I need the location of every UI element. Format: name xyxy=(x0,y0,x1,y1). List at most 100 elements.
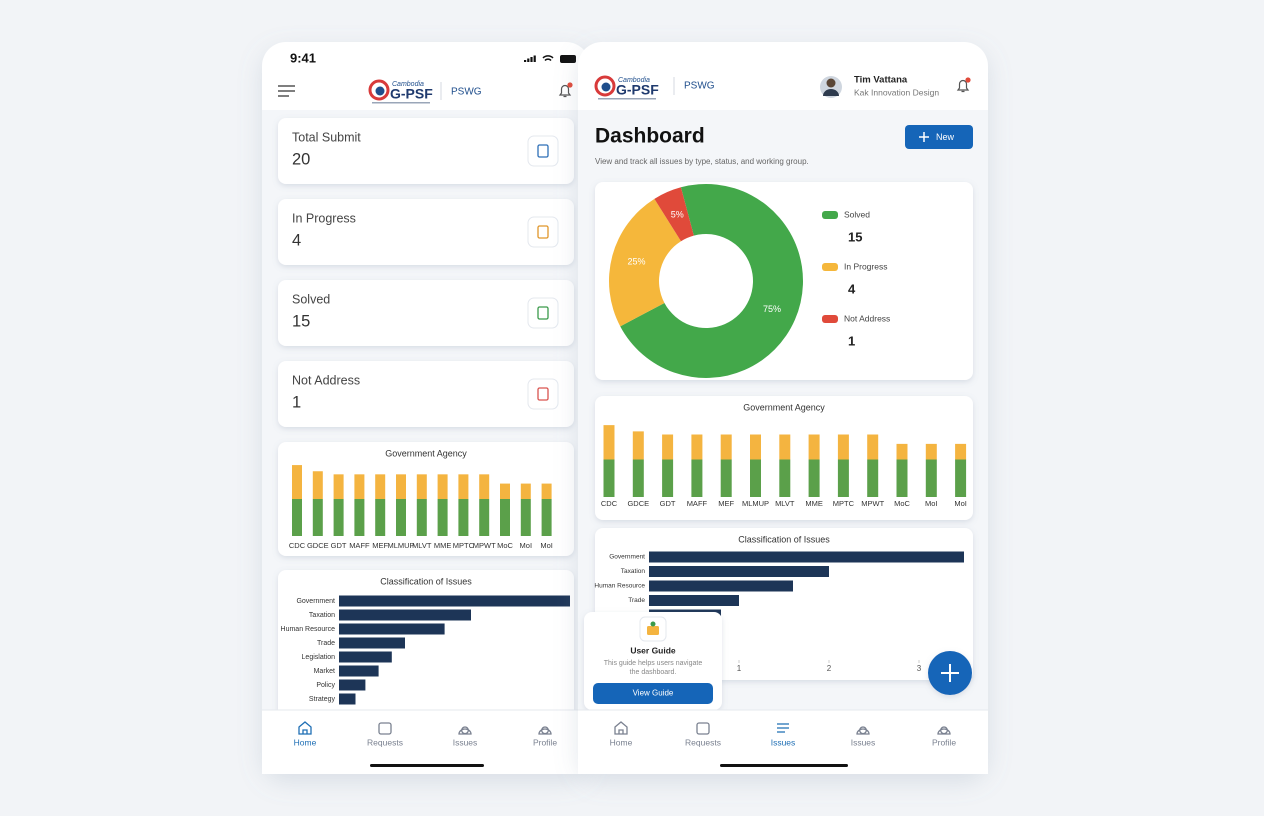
bar xyxy=(339,679,366,691)
bar-segment xyxy=(437,474,448,499)
bar xyxy=(339,595,570,607)
bar-segment xyxy=(333,474,344,499)
bar-segment xyxy=(632,431,644,460)
nav-label: Issues xyxy=(453,737,478,747)
legend-label: Solved xyxy=(844,209,870,219)
bar-segment xyxy=(867,434,879,460)
bar-segment xyxy=(312,499,323,536)
bar-segment xyxy=(541,499,552,536)
bar-segment xyxy=(779,434,791,460)
x-tick-label: MPWT xyxy=(861,499,884,508)
slice-label: 75% xyxy=(763,304,781,314)
bar-segment xyxy=(375,474,386,499)
nav-label: Issues xyxy=(771,737,796,747)
stat-value: 20 xyxy=(292,150,310,168)
requests-icon xyxy=(378,722,392,735)
bar xyxy=(339,665,379,677)
bar xyxy=(649,580,793,592)
bar-segment xyxy=(416,499,427,536)
y-tick-label: Trade xyxy=(628,597,645,604)
bell-icon[interactable] xyxy=(956,79,970,93)
card xyxy=(278,280,574,346)
bar-segment xyxy=(837,459,849,497)
legend-label: In Progress xyxy=(844,261,887,271)
page-subtitle: View and track all issues by type, statu… xyxy=(595,157,809,166)
nav-label: Requests xyxy=(367,737,403,747)
bar-segment xyxy=(808,434,820,460)
nav-label: Home xyxy=(610,737,633,747)
bar-segment xyxy=(662,434,674,460)
bottom-nav xyxy=(578,710,988,774)
y-tick-label: Human Resource xyxy=(281,626,336,633)
bar-segment xyxy=(955,443,967,460)
bar-segment xyxy=(750,459,761,497)
bar-segment xyxy=(691,459,703,497)
chart-title: Classification of Issues xyxy=(738,534,830,544)
person-icon xyxy=(856,726,870,735)
brand: G-PSF xyxy=(616,82,659,98)
new-button[interactable] xyxy=(905,125,973,149)
x-tick-label: MoI xyxy=(925,499,938,508)
bar-segment xyxy=(955,459,967,497)
user-org: Kak Innovation Design xyxy=(854,87,939,97)
nav-label: Home xyxy=(294,737,317,747)
y-tick-label: Market xyxy=(314,668,335,675)
x-tick-label: MoI xyxy=(520,541,533,550)
bar xyxy=(649,551,964,563)
signal-bar xyxy=(530,57,533,62)
bar-segment xyxy=(632,459,644,497)
nav-label: Issues xyxy=(851,737,876,747)
x-tick-label: MLVT xyxy=(412,541,432,550)
donut-slice xyxy=(609,198,681,327)
stat-icon xyxy=(537,387,549,401)
bar-segment xyxy=(354,499,365,536)
bar-segment xyxy=(896,443,908,460)
x-tick-label: MEF xyxy=(718,499,734,508)
menu-icon[interactable] xyxy=(278,85,295,97)
avatar-head xyxy=(826,78,836,88)
stat-value: 15 xyxy=(292,312,310,330)
x-tick-label: MME xyxy=(434,541,452,550)
x-tick-label: 3 xyxy=(917,664,922,673)
x-tick-label: MPWT xyxy=(473,541,496,550)
signal-bar xyxy=(524,60,527,62)
bar xyxy=(339,623,445,635)
y-tick-label: Trade xyxy=(317,640,335,647)
x-tick-label: MoC xyxy=(497,541,513,550)
plus-icon xyxy=(919,132,929,142)
legend-swatch xyxy=(822,263,838,271)
guide-icon-dot xyxy=(650,621,656,627)
bar-segment xyxy=(479,474,490,499)
legend-label: Not Address xyxy=(844,313,890,323)
bell-badge xyxy=(965,77,971,83)
bell-icon[interactable] xyxy=(558,84,572,98)
bar-segment xyxy=(292,465,302,499)
nav-label: Requests xyxy=(685,737,721,747)
card xyxy=(278,118,574,184)
view-guide-button[interactable] xyxy=(593,683,713,704)
home-icon xyxy=(614,721,628,735)
bar-segment xyxy=(458,474,469,499)
x-tick-label: CDC xyxy=(289,541,306,550)
x-tick-label: MME xyxy=(805,499,823,508)
logo-ring xyxy=(594,75,616,97)
bar xyxy=(339,651,392,663)
bar-segment xyxy=(925,459,937,497)
donut-slice xyxy=(654,187,694,242)
status-time: 9:41 xyxy=(290,50,316,65)
logo-ring xyxy=(368,79,390,101)
y-tick-label: Government xyxy=(609,554,645,561)
x-tick-label: CDC xyxy=(601,499,618,508)
legend-count: 15 xyxy=(848,229,862,244)
legend-count: 1 xyxy=(848,333,855,348)
stat-label: Total Submit xyxy=(292,130,361,144)
stat-icon-box xyxy=(527,297,559,329)
new-button-label: New xyxy=(936,132,955,142)
bar xyxy=(339,637,405,649)
x-tick-label: GDT xyxy=(331,541,347,550)
guide-icon xyxy=(647,626,659,635)
x-tick-label: GDT xyxy=(660,499,676,508)
x-tick-label: MLMUP xyxy=(742,499,769,508)
x-tick-label: GDCE xyxy=(307,541,329,550)
